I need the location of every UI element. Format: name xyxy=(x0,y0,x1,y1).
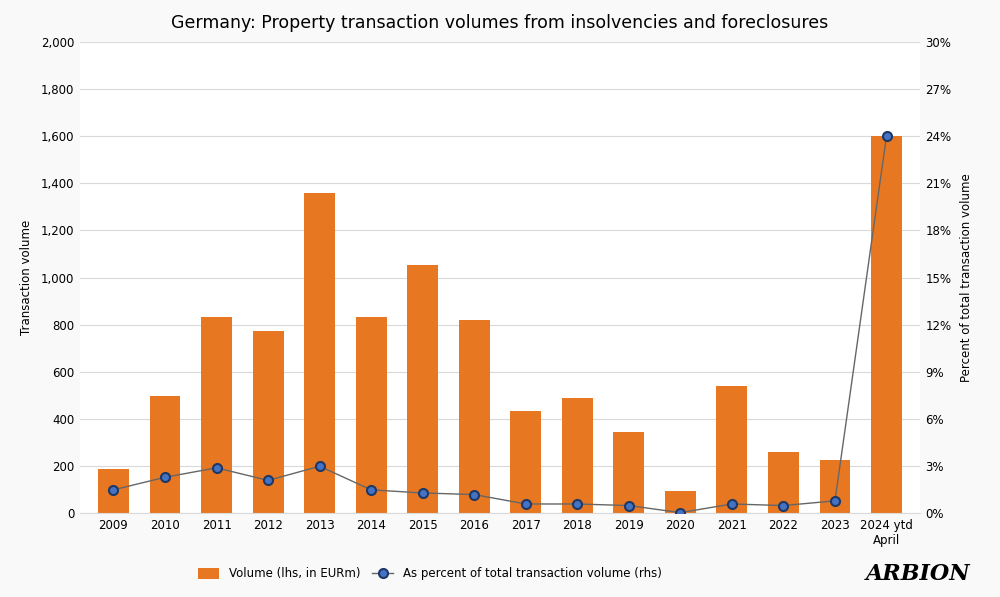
Bar xyxy=(253,331,284,513)
Bar xyxy=(562,398,593,513)
Bar xyxy=(356,316,387,513)
Bar xyxy=(820,460,850,513)
As percent of total transaction volume (rhs) xyxy=(107,486,119,493)
As percent of total transaction volume (rhs) xyxy=(520,500,532,507)
As percent of total transaction volume (rhs) xyxy=(262,477,274,484)
Bar xyxy=(665,491,696,513)
As percent of total transaction volume (rhs) xyxy=(777,502,789,509)
Bar xyxy=(871,136,902,513)
As percent of total transaction volume (rhs) xyxy=(365,486,377,493)
Bar xyxy=(98,469,129,513)
Bar xyxy=(304,193,335,513)
Legend: Volume (lhs, in EURm), As percent of total transaction volume (rhs): Volume (lhs, in EURm), As percent of tot… xyxy=(193,563,667,585)
Bar xyxy=(459,320,490,513)
Bar xyxy=(201,316,232,513)
As percent of total transaction volume (rhs) xyxy=(623,502,635,509)
Line: As percent of total transaction volume (rhs): As percent of total transaction volume (… xyxy=(109,131,891,517)
As percent of total transaction volume (rhs) xyxy=(829,497,841,504)
Title: Germany: Property transaction volumes from insolvencies and foreclosures: Germany: Property transaction volumes fr… xyxy=(171,14,829,32)
Text: ARBION: ARBION xyxy=(865,563,970,585)
Bar xyxy=(407,264,438,513)
Bar xyxy=(768,452,799,513)
Bar xyxy=(716,386,747,513)
As percent of total transaction volume (rhs) xyxy=(211,464,223,472)
Y-axis label: Transaction volume: Transaction volume xyxy=(20,220,33,336)
As percent of total transaction volume (rhs) xyxy=(881,133,893,140)
As percent of total transaction volume (rhs) xyxy=(417,490,429,497)
As percent of total transaction volume (rhs) xyxy=(726,500,738,507)
Y-axis label: Percent of total transaction volume: Percent of total transaction volume xyxy=(960,173,973,382)
Bar xyxy=(613,432,644,513)
As percent of total transaction volume (rhs) xyxy=(674,509,686,516)
As percent of total transaction volume (rhs) xyxy=(314,463,326,470)
Bar xyxy=(150,395,180,513)
As percent of total transaction volume (rhs) xyxy=(571,500,583,507)
As percent of total transaction volume (rhs) xyxy=(468,491,480,498)
Bar xyxy=(510,411,541,513)
As percent of total transaction volume (rhs) xyxy=(159,473,171,481)
